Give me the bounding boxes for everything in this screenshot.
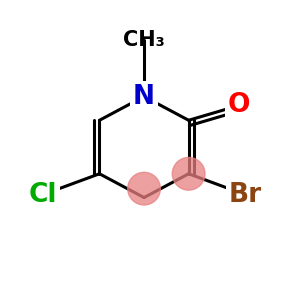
- Text: CH₃: CH₃: [123, 30, 165, 50]
- Circle shape: [172, 158, 205, 190]
- Text: O: O: [228, 92, 250, 119]
- Circle shape: [128, 172, 160, 205]
- Text: Cl: Cl: [29, 182, 57, 208]
- Text: N: N: [133, 83, 155, 110]
- Text: Br: Br: [229, 182, 262, 208]
